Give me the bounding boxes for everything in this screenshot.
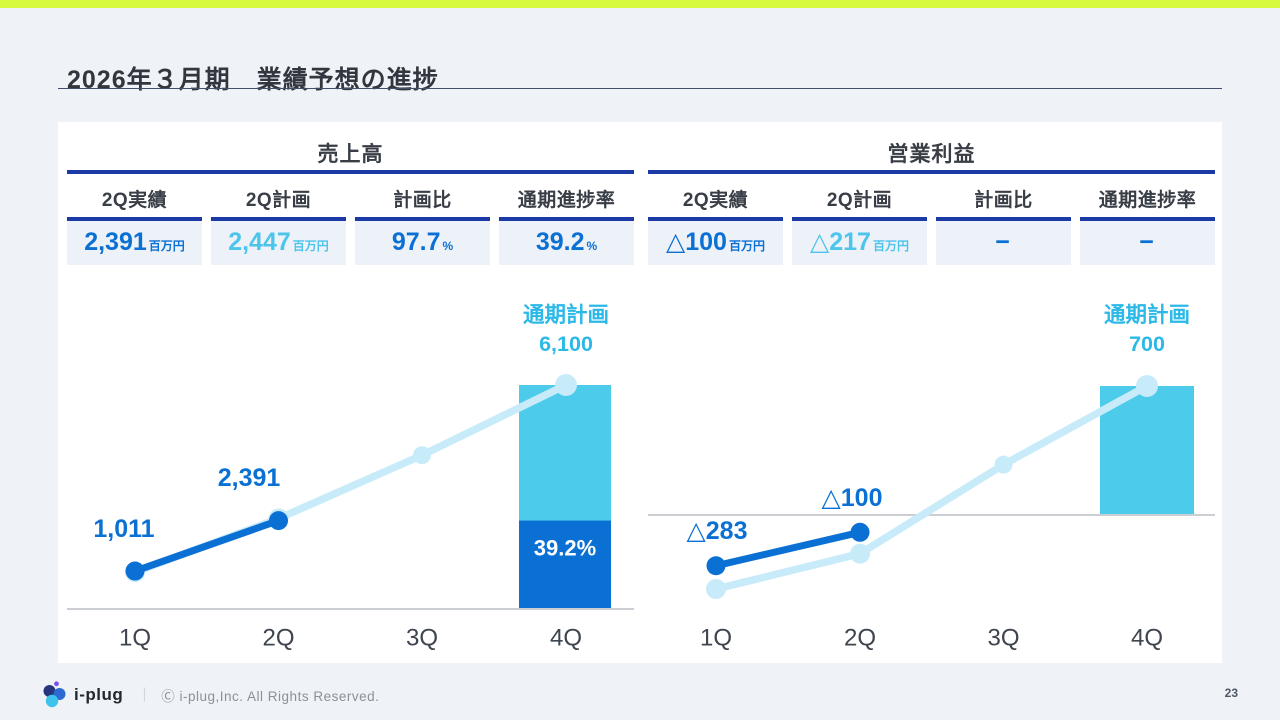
progress-percent-label: 39.2% — [534, 536, 596, 561]
x-axis-label-1q: 1Q — [119, 625, 151, 652]
metric-value-cell: 2,447 百万円 — [211, 221, 346, 265]
actual-point-1q — [125, 561, 145, 581]
sales-section: 売上高 2Q実績 2,391 百万円 2Q計画 2,447 百万円 計画比 97.7… — [67, 122, 634, 663]
actual-line — [131, 517, 282, 575]
metric-col-ratio: 計画比 97.7% — [355, 184, 490, 265]
metric-header: 通期進捗率 — [1098, 190, 1197, 211]
footer: i-plug ｜ Ⓒ i-plug,Inc. All Rights Reserv… — [40, 680, 379, 710]
footer-separator: ｜ — [137, 687, 152, 703]
x-axis-label-3q: 3Q — [406, 625, 438, 652]
metric-value-cell: 97.7% — [355, 221, 490, 265]
page-number: 23 — [1224, 686, 1238, 700]
x-axis-label-3q: 3Q — [987, 625, 1019, 652]
content-card: 売上高 2Q実績 2,391 百万円 2Q計画 2,447 百万円 計画比 97.7… — [58, 122, 1222, 663]
metric-col-actual: 2Q実績 △100 百万円 — [648, 184, 783, 265]
metric-rule — [648, 217, 783, 221]
x-axis-label-2q: 2Q — [262, 625, 294, 652]
full-year-plan-value: 6,100 — [539, 332, 593, 356]
actual-point-2q — [269, 511, 288, 531]
plan-line — [131, 381, 570, 576]
metric-rule — [67, 217, 202, 221]
sales-chart-svg: 1,011 2,391 39.2% 通期計画 6,100 1Q 2Q 3Q 4Q — [67, 302, 634, 652]
plan-point-4q — [1136, 375, 1158, 397]
full-year-plan-label: 通期計画 — [1104, 302, 1190, 327]
operating-profit-chart: △283 △100 通期計画 700 1Q 2Q 3Q 4Q — [648, 272, 1215, 663]
i-plug-logo-icon — [43, 681, 66, 708]
actual-value-label-2q: △100 — [822, 484, 883, 512]
sales-section-rule — [67, 170, 634, 174]
actual-point-1q — [706, 556, 726, 576]
metric-header: 通期進捗率 — [517, 190, 616, 211]
x-axis-label-1q: 1Q — [700, 625, 732, 652]
title-underline — [58, 88, 1222, 89]
metric-header: 2Q実績 — [682, 190, 749, 211]
plan-point-3q — [413, 446, 431, 465]
metric-rule — [211, 217, 346, 221]
metric-value-cell: 39.2% — [499, 221, 634, 265]
full-year-plan-label: 通期計画 — [523, 302, 609, 327]
operating-profit-section-title: 営業利益 — [887, 143, 976, 166]
metric-col-ratio: 計画比 − — [936, 184, 1071, 265]
sales-section-title: 売上高 — [317, 143, 384, 166]
operating-profit-section-rule — [648, 170, 1215, 174]
sales-chart: 1,011 2,391 39.2% 通期計画 6,100 1Q 2Q 3Q 4Q — [67, 272, 634, 663]
operating-profit-section: 営業利益 2Q実績 △100 百万円 2Q計画 △217 百万円 計画比 − 通期進… — [648, 122, 1215, 663]
x-axis-label-2q: 2Q — [844, 625, 876, 652]
metric-value-cell: − — [1080, 221, 1215, 265]
page-title: 2026年３月期 業績予想の進捗 — [67, 65, 439, 94]
metric-col-progress: 通期進捗率 − — [1080, 184, 1215, 265]
metric-header: 計画比 — [974, 190, 1033, 211]
plan-point-2q — [850, 543, 870, 564]
actual-value-label-1q: 1,011 — [93, 515, 154, 543]
plan-point-3q — [994, 455, 1013, 474]
progress-achieved-bar — [519, 520, 611, 608]
actual-value-label-2q: 2,391 — [218, 464, 281, 492]
metric-value-cell: 2,391 百万円 — [67, 221, 202, 265]
metric-header: 2Q計画 — [826, 190, 893, 211]
actual-value-label-1q: △283 — [687, 517, 748, 545]
actual-point-2q — [850, 522, 870, 542]
metric-value-cell: △217 百万円 — [792, 221, 927, 265]
full-year-plan-value: 700 — [1129, 332, 1165, 356]
metric-value-cell: − — [936, 221, 1071, 265]
sales-metrics-row: 2Q実績 2,391 百万円 2Q計画 2,447 百万円 計画比 97.7% 通期… — [67, 184, 634, 265]
metric-rule — [355, 217, 490, 221]
x-axis-label-4q: 4Q — [550, 625, 582, 652]
metric-value-cell: △100 百万円 — [648, 221, 783, 265]
copyright-text: Ⓒ i-plug,Inc. All Rights Reserved. — [161, 689, 380, 704]
metric-rule — [1080, 217, 1215, 221]
metric-rule — [936, 217, 1071, 221]
i-plug-logo-text: i-plug — [74, 685, 124, 704]
metric-header: 2Q計画 — [245, 190, 312, 211]
metric-col-progress: 通期進捗率 39.2% — [499, 184, 634, 265]
x-axis-label-4q: 4Q — [1131, 625, 1163, 652]
operating-profit-chart-svg: △283 △100 通期計画 700 1Q 2Q 3Q 4Q — [648, 302, 1215, 652]
metric-rule — [792, 217, 927, 221]
metric-rule — [499, 217, 634, 221]
metric-header: 2Q実績 — [101, 190, 168, 211]
plan-line — [712, 382, 1151, 593]
actual-line — [712, 528, 864, 570]
plan-point-4q — [555, 374, 577, 396]
metric-col-plan: 2Q計画 △217 百万円 — [792, 184, 927, 265]
metric-header: 計画比 — [393, 190, 452, 211]
top-accent-bar — [0, 0, 1280, 8]
operating-profit-metrics-row: 2Q実績 △100 百万円 2Q計画 △217 百万円 計画比 − 通期進捗率 − — [648, 184, 1215, 265]
metric-col-actual: 2Q実績 2,391 百万円 — [67, 184, 202, 265]
plan-point-1q — [706, 578, 726, 599]
metric-col-plan: 2Q計画 2,447 百万円 — [211, 184, 346, 265]
